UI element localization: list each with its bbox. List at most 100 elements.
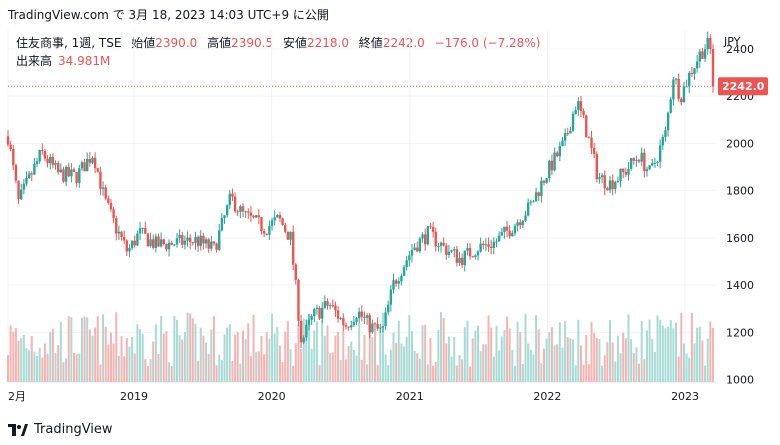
volume-bar (630, 339, 633, 382)
volume-bar (366, 364, 369, 382)
volume-bar (99, 364, 102, 382)
candle-body (157, 236, 160, 247)
volume-bar (323, 335, 326, 382)
volume-bar (83, 316, 86, 382)
volume-bar (305, 319, 308, 382)
volume-bar (582, 364, 585, 382)
candle-body (54, 163, 57, 165)
volume-bar (28, 350, 31, 382)
candle-body (426, 226, 430, 245)
volume-bar (308, 313, 311, 382)
volume-label: 出来高 (16, 54, 53, 68)
volume-bar (672, 328, 675, 382)
candle-body (579, 101, 583, 112)
candle-body (252, 215, 255, 218)
volume-legend: 出来高 34.981M (16, 52, 110, 69)
volume-bar (112, 343, 115, 382)
volume-bar (334, 335, 337, 382)
volume-bar (241, 330, 244, 382)
volume-bar (54, 352, 57, 382)
candle-body (482, 243, 485, 246)
volume-bar (33, 351, 36, 382)
volume-value: 34.981M (58, 54, 111, 68)
volume-bar (191, 318, 194, 382)
candle-body (6, 136, 10, 145)
candle-body (281, 218, 284, 226)
candle-body (500, 231, 503, 236)
high-value: 2390.5 (231, 36, 274, 50)
candle-body (653, 162, 657, 164)
candle-body (680, 98, 683, 103)
volume-bar (516, 321, 519, 382)
candle-body (233, 196, 237, 212)
volume-bar (178, 335, 181, 382)
candle-body (532, 201, 535, 203)
volume-bar (400, 343, 403, 382)
candle-body (537, 192, 540, 196)
volume-bar (183, 331, 186, 382)
volume-bar (218, 354, 221, 382)
candle-body (302, 337, 305, 343)
candle-body (297, 279, 300, 321)
volume-bar (619, 353, 622, 382)
candle-body (144, 227, 147, 234)
candle-body (30, 173, 33, 175)
volume-bar (603, 355, 606, 382)
candle-body (616, 181, 620, 183)
volume-bar (109, 332, 112, 382)
candle-body (371, 323, 374, 333)
volume-bar (207, 353, 210, 382)
candle-body (484, 244, 488, 246)
volume-bar (410, 331, 413, 382)
volume-bar (677, 356, 680, 382)
candle-body (413, 247, 416, 251)
candle-body (592, 147, 596, 155)
candle-body (262, 231, 266, 234)
candle-body (511, 233, 514, 237)
volume-bar (403, 346, 406, 382)
candle-body (389, 289, 393, 305)
candle-body (574, 109, 577, 114)
candle-body (183, 240, 187, 245)
candle-body (223, 215, 226, 219)
y-tick-label: 2400 (726, 43, 754, 56)
candle-body (35, 161, 39, 165)
candle-body (56, 163, 60, 173)
candle-body (651, 163, 654, 166)
candle-body (194, 236, 197, 244)
candle-body (394, 280, 398, 284)
candle-body (368, 315, 371, 333)
volume-bar (479, 351, 482, 382)
volume-bar (542, 348, 545, 382)
candle-body (210, 241, 213, 249)
volume-bar (447, 336, 450, 382)
volume-bar (659, 319, 662, 382)
volume-bar (706, 338, 709, 382)
volume-bar (263, 354, 266, 382)
volume-bar (680, 312, 683, 382)
candle-body (497, 235, 501, 242)
candle-body (51, 156, 55, 165)
volume-bar (297, 325, 300, 382)
y-tick-label: 1000 (726, 374, 754, 387)
volume-bar (115, 312, 118, 382)
volume-bar (384, 354, 387, 382)
volume-bar (220, 360, 223, 382)
volume-bar (408, 314, 411, 382)
volume-bar (49, 331, 52, 382)
volume-bar (574, 365, 577, 382)
volume-bar (432, 365, 435, 382)
candle-body (585, 115, 588, 138)
volume-bar (136, 324, 139, 382)
volume-bar (339, 360, 342, 382)
volume-bar (146, 365, 149, 382)
volume-bar (601, 365, 604, 382)
volume-bar (484, 344, 487, 382)
candle-body (674, 78, 678, 80)
volume-bar (255, 352, 258, 382)
candle-body (635, 160, 638, 162)
candle-body (598, 177, 601, 180)
volume-bar (495, 325, 498, 382)
currency-label: JPY (723, 35, 741, 48)
